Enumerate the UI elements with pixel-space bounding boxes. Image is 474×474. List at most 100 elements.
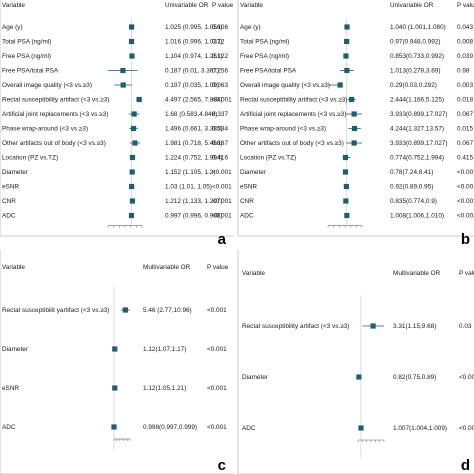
panel-b-point-estimate (344, 24, 350, 30)
panel-d-header-variable: Variable (242, 270, 265, 277)
panel-a-row-p: 0.106 (212, 24, 228, 31)
panel-b-row-label: CNR (240, 198, 254, 205)
panel-b-row-or: 0.774(0.752,1.994) (390, 155, 444, 162)
panel-a-point-estimate (130, 125, 137, 132)
panel-b-row-p: 0.008 (457, 39, 473, 46)
panel-a-point-estimate (128, 212, 135, 219)
panel-a-row-label: Phase wrap-around (<3 vs.≥3) (2, 126, 88, 133)
panel-d-row-label: ADC (242, 425, 256, 432)
panel-b-row-or: 3.933(0.899,17.027) (390, 111, 448, 118)
panel-b-row-label: Rectal susceptibility artifact (<3 vs.≥3… (240, 97, 347, 104)
panel-b-point-estimate (344, 212, 350, 219)
panel-a-header-variable: Variable (2, 2, 25, 9)
panel-b-row-p: 0.98 (457, 68, 470, 75)
panel-b-row-label: Artificial joint replacements (<3 vs.≥3) (240, 111, 346, 118)
panel-b-row-or: 1.008(1.006,1.010) (390, 213, 444, 220)
panel-a-row-label: Total PSA (ng/ml) (2, 39, 51, 46)
panel-a-row-p: 0.122 (212, 53, 228, 60)
panel-b-header-variable: Variable (240, 2, 263, 9)
panel-b-row-or: 0.78(7.24,8.41) (390, 169, 433, 176)
panel-b-point-estimate (343, 198, 349, 204)
panel-a-row-label: Age (y) (2, 24, 23, 31)
panel-b-header-p: P value (457, 2, 474, 9)
panel-a-row-or: 4.497 (2.565, 7.884) (165, 97, 223, 104)
panel-b-point-estimate (342, 169, 349, 175)
panel-a-row-label: Location (PZ vs.TZ) (2, 155, 58, 162)
panel-a-row-label: ADC (2, 213, 16, 220)
panel-b-row-p: 0.015 (457, 126, 473, 133)
panel-c-header-or: Multivariable OR (143, 264, 191, 271)
panel-d-row-or: 1.007(1.004,1.009) (393, 425, 447, 432)
panel-b-point-estimate (344, 67, 350, 74)
panel-b-point-estimate (342, 154, 349, 161)
panel-a-row-label: Rectal susceptibility artifact (<3 vs.≥3… (2, 97, 109, 104)
panel-a-row-or: 1.025 (0.995, 1.056) (165, 24, 223, 31)
panel-a-row-p: 0.334 (212, 126, 228, 133)
panel-d-row-p: <0.001 (459, 374, 474, 381)
panel-b-row-label: Other artifacts out of body (<3 vs.≥3) (240, 140, 344, 147)
panel-b-row-p: 0.039 (457, 53, 473, 60)
panel-a-row-label: Artificial joint replacements (<3 vs.≥3) (2, 111, 108, 118)
panel-a-row-p: 0.256 (212, 68, 228, 75)
panel-b-row-label: Free PSA (ng/ml) (240, 53, 289, 60)
panel-b-row-or: 1.013(0.278,3.69) (390, 68, 440, 75)
panel-a-row-p: 0.416 (212, 155, 228, 162)
panel-b-row-label: Location (PZ vs.TZ) (240, 155, 296, 162)
panel-b-row-label: Diameter (240, 169, 267, 176)
panel-a-point-estimate (129, 24, 135, 30)
panel-a-label: a (218, 231, 227, 248)
panel-a-row-label: Free PSA (ng/ml) (2, 53, 51, 60)
panel-c-row-p: <0.001 (207, 424, 227, 431)
panel-c-point-estimate (112, 385, 118, 391)
panel-a-point-estimate (129, 154, 136, 161)
panel-a-header-p: P value (212, 2, 234, 9)
panel-c-row-label: Diameter (2, 346, 29, 353)
panel-a-row-label: Free PSA/total PSA (2, 68, 59, 75)
panel-c-row-or: 0.998(0.997,0.999) (143, 424, 197, 431)
panel-c-row-or: 1.12(1.07,1.17) (143, 346, 186, 353)
panel-a-row-p: <0.001 (212, 213, 232, 220)
panel-b-point-estimate (337, 82, 343, 88)
panel-a-row-or: 1.152 (1.105, 1.2) (165, 169, 215, 176)
panel-a-row-p: <0.001 (212, 97, 232, 104)
panel-a-row-label: Other artifacts out of body (<3 vs.≥3) (2, 140, 106, 147)
panel-d-header-p: P value (459, 270, 474, 277)
panel-d-point-estimate (370, 323, 376, 329)
panel-b-point-estimate (351, 125, 358, 132)
panel-a-point-estimate (129, 183, 135, 190)
panel-c-row-or: 5.46 (2.77,10.96) (143, 307, 192, 314)
panel-b-point-estimate (351, 111, 357, 117)
panel-c-row-label: ADC (2, 424, 16, 431)
panel-b-row-label: Total PSA (ng/ml) (240, 39, 289, 46)
panel-a-row-p: <0.001 (212, 184, 232, 191)
panel-b-row-p: <0.001 (457, 213, 474, 220)
panel-d-row-p: 0.03 (459, 323, 472, 330)
panel-a-row-p: <0.001 (212, 169, 232, 176)
panel-b-label: b (461, 231, 470, 248)
panel-a-point-estimate (120, 82, 126, 88)
panel-a-row-or: 1.224 (0.752, 1.994) (165, 155, 223, 162)
panel-c-label: c (218, 457, 226, 474)
panel-d-row-or: 0.82(0.75,0.89) (393, 374, 436, 381)
panel-a-row-or: 1.68 (0.583,4.846) (165, 111, 217, 118)
panel-a-point-estimate (128, 38, 135, 45)
panel-c-row-label: Rectal susceptibilit yartifact (<3 vs.≥3… (2, 307, 109, 314)
panel-a-row-label: eSNR (2, 184, 19, 191)
panel-b-row-label: eSNR (240, 184, 257, 191)
panel-d-label: d (461, 457, 470, 474)
panel-b-row-p: 0.415 (457, 155, 473, 162)
panel-a-row-or: 0.187 (0.01, 3.367) (165, 68, 219, 75)
panel-a-row-or: 0.197 (0.035, 1.09) (165, 82, 219, 89)
panel-a-row-or: 1.981 (0.718, 5.466) (165, 140, 223, 147)
panel-c-row-or: 1.12(1.05,1.21) (143, 385, 186, 392)
panel-b-row-or: 0.92(0.89,0.95) (390, 184, 433, 191)
panel-b-row-label: Age (y) (240, 24, 261, 31)
panel-a-point-estimate (129, 198, 136, 204)
panel-a-row-p: 0.063 (212, 82, 228, 89)
panel-b-point-estimate (351, 140, 357, 146)
panel-a-point-estimate (131, 111, 137, 117)
panel-b-row-p: <0.001 (457, 169, 474, 176)
panel-a-point-estimate (120, 67, 126, 74)
panel-b-row-label: Phase wrap-around (<3 vs.≥3) (240, 126, 326, 133)
panel-b-row-p: <0.001 (457, 184, 474, 191)
